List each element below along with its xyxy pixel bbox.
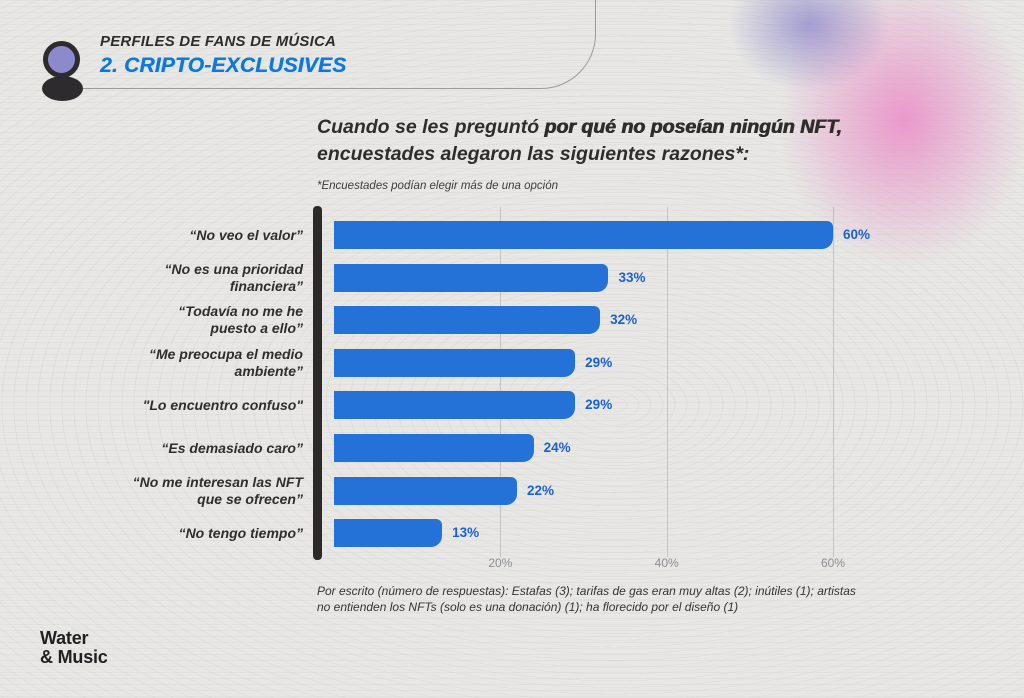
value-label: 29% — [585, 397, 613, 413]
bar-32% — [334, 306, 601, 335]
value-label: 60% — [843, 227, 871, 242]
value-label: 33% — [618, 269, 646, 285]
category-label: “No es una prioridad financiera” — [164, 260, 303, 294]
person-icon — [43, 41, 80, 78]
value-label: 13% — [452, 525, 480, 541]
bar-22% — [334, 476, 517, 505]
purple-gradient-blob — [694, 0, 924, 120]
category-label: “No me interesan las NFT que se ofrecen” — [132, 473, 303, 507]
water-and-music-logo: Water & Music — [40, 629, 108, 667]
chart-title-segment: encuestades alegaron las siguientes razo… — [317, 143, 750, 165]
value-label: 29% — [585, 354, 613, 370]
chart-note: *Encuestades podían elegir más de una op… — [317, 180, 559, 192]
person-icon-body — [42, 76, 83, 101]
bar-24% — [334, 434, 534, 462]
chart-footnote: Por escrito (número de respuestas): Esta… — [317, 584, 856, 614]
x-tick-label: 40% — [654, 556, 679, 570]
value-label: 22% — [526, 482, 554, 498]
chart-title-segment: Cuando se les preguntó — [317, 116, 545, 138]
bar-33% — [334, 263, 609, 292]
chart-title-segment-bold: por qué no poseían ningún NFT, — [544, 116, 843, 138]
logo-line: Water — [40, 628, 89, 648]
chart-title: Cuando se les preguntó por qué no poseía… — [317, 114, 927, 168]
bar-29% — [334, 391, 576, 420]
gridline-40% — [666, 207, 668, 557]
category-label: “Es demasiado caro” — [161, 439, 303, 456]
bar-29% — [334, 348, 576, 377]
category-label: "Lo encuentro confuso" — [142, 396, 303, 413]
category-label: “Todavía no me he puesto a ello” — [178, 303, 303, 337]
category-label: “Me preocupa el medio ambiente” — [148, 345, 303, 379]
value-label: 32% — [610, 312, 638, 328]
logo-line: & Music — [40, 647, 108, 667]
bar-60% — [334, 221, 833, 249]
value-label: 24% — [543, 440, 571, 455]
bar-13% — [334, 519, 443, 548]
category-label: “No tengo tiempo” — [178, 524, 303, 541]
report-kicker: PERFILES DE FANS DE MÚSICA — [100, 33, 337, 50]
x-tick-label: 60% — [820, 556, 846, 570]
category-label: “No veo el valor” — [189, 226, 303, 243]
gridline-60% — [833, 207, 834, 557]
section-title: 2. CRIPTO-EXCLUSIVES — [100, 54, 347, 77]
x-tick-label: 20% — [488, 556, 513, 570]
gridline-20% — [500, 207, 502, 557]
y-axis-bar — [313, 206, 322, 560]
